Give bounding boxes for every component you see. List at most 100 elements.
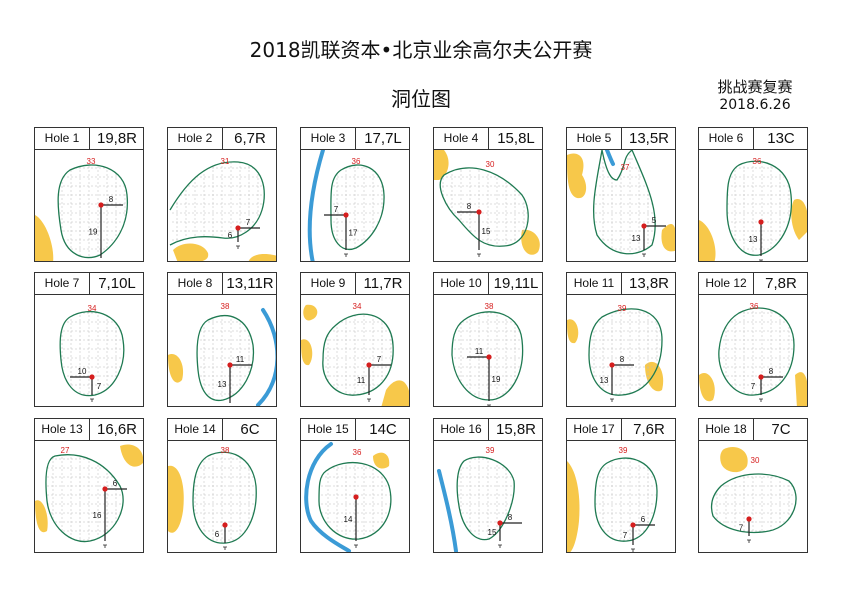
bunker-shape (168, 354, 184, 383)
green-outline (59, 310, 125, 397)
bunker-shape (567, 153, 587, 199)
side-distance-label: 6 (641, 515, 646, 524)
hole-card-5: Hole 5 13,5R 5 13 37 (566, 127, 676, 262)
front-edge-marker (610, 398, 614, 402)
green-outline (451, 311, 524, 401)
green-outline (718, 307, 795, 396)
bunker-shape (434, 150, 449, 180)
green-depth-label: 36 (352, 157, 361, 166)
pin-dot (641, 223, 647, 229)
pin-dot (102, 486, 108, 492)
hole-card-header: Hole 4 15,8L (434, 128, 542, 150)
bunker-shape (35, 215, 54, 261)
front-edge-marker (236, 245, 240, 249)
page-subtitle: 洞位图 (391, 87, 451, 111)
pin-dot (98, 202, 104, 208)
front-edge-marker (223, 546, 227, 550)
front-edge-marker (367, 398, 371, 402)
hole-card-header: Hole 6 13C (699, 128, 807, 150)
front-edge-marker (759, 259, 763, 261)
water-hazard-line (304, 442, 351, 552)
green-depth-label: 38 (485, 302, 494, 311)
pin-dot (746, 516, 752, 522)
hole-card-header: Hole 13 16,6R (35, 419, 143, 441)
hole-card-header: Hole 17 7,6R (567, 419, 675, 441)
hole-card-14: Hole 14 6C 6 38 (167, 418, 277, 553)
front-edge-marker (631, 548, 635, 552)
bunker-shape (301, 339, 313, 366)
pin-dot (366, 362, 372, 368)
green-depth-label: 38 (221, 446, 230, 455)
pin-dot (486, 354, 492, 360)
hole-card-11: Hole 11 13,8R 8 13 39 (566, 272, 676, 407)
green-depth-label: 30 (751, 456, 760, 465)
green-depth-label: 34 (353, 302, 362, 311)
hole-card-13: Hole 13 16,6R 6 16 27 (34, 418, 144, 553)
green-grid (45, 454, 124, 542)
green-depth-label: 30 (486, 160, 495, 169)
green-diagram: 13 36 (699, 157, 807, 261)
green-outline (594, 457, 658, 542)
green-outline (592, 150, 656, 255)
green-depth-label: 38 (221, 302, 230, 311)
green-diagram: 7 11 34 (301, 302, 409, 406)
green-diagram: 10 7 34 (59, 304, 125, 402)
green-outline (169, 161, 265, 246)
green-diagram: 11 13 38 (168, 302, 276, 406)
front-distance-label: 13 (749, 235, 758, 244)
hole-label: Hole 11 (567, 273, 622, 294)
hole-label: Hole 6 (699, 128, 754, 149)
hole-card-header: Hole 12 7,8R (699, 273, 807, 295)
pin-dot (222, 522, 228, 528)
bunker-shape (699, 220, 716, 261)
hole-card-3: Hole 3 17,7L 7 17 36 (300, 127, 410, 262)
hole-card-8: Hole 8 13,11R 11 13 38 (167, 272, 277, 407)
front-distance-label: 19 (89, 228, 98, 237)
page-title: 2018凯联资本•北京业余高尔夫公开赛 (249, 38, 593, 62)
bunker-shape (120, 444, 143, 467)
side-distance-label: 8 (620, 355, 625, 364)
water-hazard-line (437, 469, 458, 552)
front-distance-label: 17 (349, 229, 358, 238)
pin-position-code: 13,11R (226, 275, 274, 292)
green-diagram: 6 16 27 (35, 444, 143, 548)
hole-label: Hole 14 (168, 419, 223, 440)
green-grid (589, 308, 662, 396)
hole-card-header: Hole 11 13,8R (567, 273, 675, 295)
front-edge-marker (90, 398, 94, 402)
hole-label: Hole 16 (434, 419, 489, 440)
pin-dot (227, 362, 233, 368)
pin-position-code: 14C (369, 421, 397, 438)
hole-card-header: Hole 18 7C (699, 419, 807, 441)
green-depth-label: 37 (621, 163, 630, 172)
bunker-shape (303, 304, 318, 321)
pin-position-code: 7,10L (98, 275, 136, 292)
bunker-shape (645, 361, 664, 392)
green-outline (192, 451, 257, 544)
pin-position-code: 6,7R (234, 130, 266, 147)
hole-card-12: Hole 12 7,8R 8 7 36 (698, 272, 808, 407)
green-outline (456, 456, 515, 541)
hole-card-4: Hole 4 15,8L 8 15 30 (433, 127, 543, 262)
pin-dot (758, 219, 764, 225)
side-distance-label: 7 (377, 355, 382, 364)
pin-dot (630, 522, 636, 528)
green-outline (726, 160, 793, 256)
bunker-shape (248, 254, 276, 261)
green-depth-label: 39 (486, 446, 495, 455)
green-outline (318, 461, 392, 540)
hole-card-7: Hole 7 7,10L 10 7 34 (34, 272, 144, 407)
hole-card-header: Hole 1 19,8R (35, 128, 143, 150)
hole-card-header: Hole 7 7,10L (35, 273, 143, 295)
pin-dot (343, 212, 349, 218)
hole-label: Hole 4 (434, 128, 489, 149)
hole-label: Hole 10 (434, 273, 489, 294)
front-edge-marker (747, 539, 751, 543)
pin-position-code: 13,5R (628, 130, 670, 147)
front-distance-label: 7 (97, 382, 102, 391)
green-outline (330, 164, 385, 250)
front-edge-marker (477, 253, 481, 257)
hole-label: Hole 13 (35, 419, 90, 440)
front-edge-marker (103, 544, 107, 548)
green-grid (595, 458, 657, 542)
